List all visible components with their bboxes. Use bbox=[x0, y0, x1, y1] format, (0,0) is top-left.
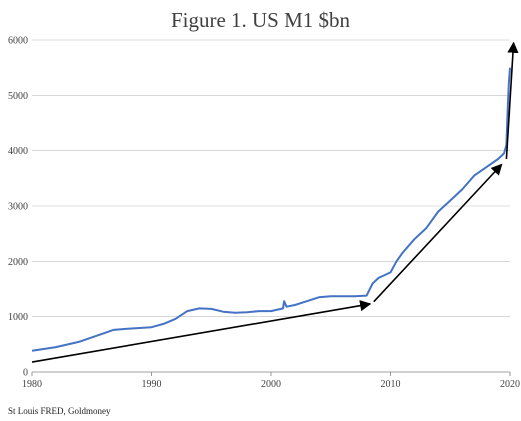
x-tick-label: 1980 bbox=[22, 379, 42, 390]
chart-title: Figure 1. US M1 $bn bbox=[171, 8, 351, 32]
x-tick-label: 2000 bbox=[261, 379, 281, 390]
x-tick-label: 2020 bbox=[500, 379, 520, 390]
y-axis-ticks: 0 1000 2000 3000 4000 5000 6000 bbox=[8, 36, 28, 379]
y-tick-label: 3000 bbox=[8, 202, 28, 213]
x-tick-label: 1990 bbox=[142, 379, 162, 390]
trend-arrow bbox=[31, 300, 372, 363]
series-line bbox=[31, 67, 511, 352]
y-tick-label: 1000 bbox=[8, 312, 28, 323]
x-tick-label: 2010 bbox=[381, 379, 401, 390]
y-tick-label: 6000 bbox=[8, 36, 28, 47]
series-group bbox=[31, 67, 511, 352]
y-tick-label: 5000 bbox=[8, 91, 28, 102]
source-note: St Louis FRED, Goldmoney bbox=[8, 406, 111, 416]
grid bbox=[32, 39, 510, 317]
y-tick-label: 0 bbox=[23, 368, 28, 379]
trend-arrow bbox=[373, 163, 503, 303]
trend-arrow bbox=[505, 41, 519, 160]
y-tick-label: 2000 bbox=[8, 257, 28, 268]
x-axis-ticks: 1980 1990 2000 2010 2020 bbox=[22, 372, 520, 390]
y-tick-label: 4000 bbox=[8, 146, 28, 157]
annotation-arrows bbox=[31, 41, 519, 363]
